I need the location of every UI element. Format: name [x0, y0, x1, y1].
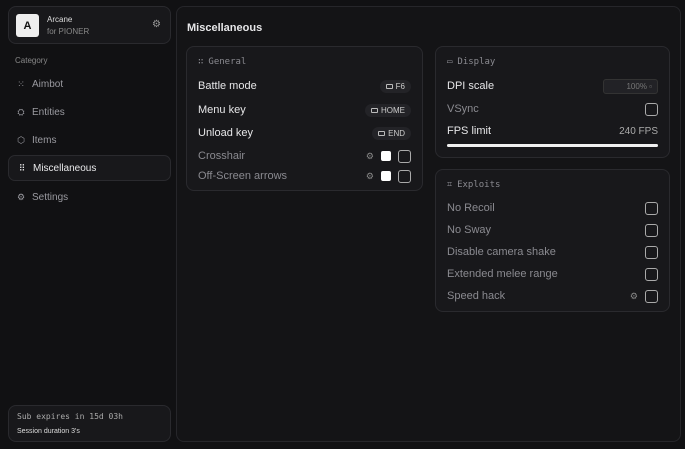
session-text: Session duration 3's — [17, 428, 80, 435]
category-label: Category — [15, 56, 48, 65]
sidebar-item-label: Items — [32, 134, 57, 146]
keyboard-icon — [378, 130, 386, 136]
fps-slider[interactable] — [447, 144, 658, 147]
crosshair-row: Crosshair ⚙ — [198, 146, 411, 166]
subscription-footer: Sub expires in 15d 03h Session duration … — [8, 405, 171, 442]
keybind-button[interactable]: F6 — [379, 79, 411, 93]
row-label: Battle mode — [198, 80, 257, 92]
exploit-checkbox[interactable] — [645, 289, 658, 303]
keyboard-icon — [385, 83, 393, 89]
general-icon: ∷ — [198, 57, 204, 67]
gear-icon[interactable]: ⚙ — [365, 150, 374, 161]
crosshair-checkbox[interactable] — [398, 149, 411, 163]
fps-value: 240 FPS — [619, 125, 658, 137]
keyboard-icon — [371, 107, 378, 113]
row-label: Unload key — [198, 127, 254, 139]
gear-icon: ⚙ — [16, 191, 26, 202]
row-label: No Sway — [447, 224, 492, 236]
color-swatch[interactable] — [381, 171, 391, 181]
sidebar-item-label: Settings — [32, 191, 69, 203]
row-label: FPS limit — [447, 125, 491, 137]
row-label: Off-Screen arrows — [198, 170, 288, 182]
exploit-row: No Sway — [447, 220, 658, 240]
row-label: VSync — [447, 103, 479, 115]
keybind-button[interactable]: HOME — [365, 103, 411, 117]
exploit-row: No Recoil — [447, 198, 658, 218]
sidebar-item-label: Miscellaneous — [33, 162, 97, 174]
crosshair-dots-icon: ⁙ — [17, 78, 25, 89]
row-label: Crosshair — [198, 150, 246, 162]
general-card: ∷ General Battle mode F6 Menu key HOME Unlo… — [186, 46, 423, 191]
gear-icon[interactable]: ⚙ — [365, 170, 374, 181]
exploit-checkbox[interactable] — [645, 245, 658, 259]
vsync-row: VSync — [447, 99, 658, 119]
subscription-text: Sub expires in 15d 03h — [17, 412, 123, 421]
sidebar-item-label: Aimbot — [32, 78, 64, 90]
sidebar-item-settings[interactable]: ⚙ Settings — [8, 184, 171, 210]
sidebar-item-aimbot[interactable]: ⁙ Aimbot — [8, 71, 171, 97]
main-panel: Miscellaneous ∷ General Battle mode F6 Men… — [176, 6, 681, 442]
keybind-button[interactable]: END — [372, 126, 411, 140]
sidebar-item-items[interactable]: ⬡ Items — [8, 127, 171, 153]
exploit-checkbox[interactable] — [645, 223, 658, 237]
chip-icon: ⌗ — [447, 180, 453, 190]
exploit-row: Disable camera shake — [447, 242, 658, 262]
sidebar-item-entities[interactable]: ⛭ Entities — [8, 99, 171, 125]
fps-row: FPS limit 240 FPS — [447, 121, 658, 141]
display-title: Display — [457, 57, 496, 67]
battle-mode-row: Battle mode F6 — [198, 76, 411, 96]
page-title: Miscellaneous — [187, 22, 263, 34]
box-icon: ⬡ — [17, 134, 25, 145]
exploits-title: Exploits — [457, 180, 501, 190]
sidebar-item-miscellaneous[interactable]: ⠿ Miscellaneous — [8, 155, 171, 181]
key-label: F6 — [395, 81, 405, 91]
app-subtitle: for PIONER — [47, 27, 90, 36]
offscreen-arrows-row: Off-Screen arrows ⚙ — [198, 166, 411, 186]
exploit-checkbox[interactable] — [645, 201, 658, 215]
unload-key-row: Unload key END — [198, 123, 411, 143]
row-label: Speed hack — [447, 290, 506, 302]
fps-slider-fill — [447, 144, 658, 147]
exploit-row: Extended melee range — [447, 264, 658, 284]
color-swatch[interactable] — [381, 151, 391, 161]
display-card: ▭ Display DPI scale 100% ▫ VSync FPS limit… — [435, 46, 670, 158]
vsync-checkbox[interactable] — [645, 102, 658, 116]
key-label: END — [388, 128, 405, 138]
sidebar-item-label: Entities — [32, 106, 65, 118]
key-label: HOME — [381, 105, 405, 115]
app-name: Arcane — [47, 15, 73, 24]
general-title: General — [208, 57, 247, 67]
dpi-input[interactable]: 100% ▫ — [603, 78, 658, 94]
exploits-card: ⌗ Exploits No Recoil No Sway Disable camera… — [435, 169, 670, 312]
menu-key-row: Menu key HOME — [198, 100, 411, 120]
row-label: DPI scale — [447, 80, 495, 92]
exploit-checkbox[interactable] — [645, 267, 658, 281]
row-label: Menu key — [198, 104, 246, 116]
app-header: A Arcane for PIONER ⚙ — [8, 6, 171, 44]
dpi-row: DPI scale 100% ▫ — [447, 76, 658, 96]
dpi-value: 100% — [626, 81, 647, 91]
entities-icon: ⛭ — [17, 106, 25, 117]
row-label: No Recoil — [447, 202, 495, 214]
misc-icon: ⠿ — [18, 162, 26, 173]
app-logo: A — [16, 14, 39, 37]
row-label: Disable camera shake — [447, 246, 556, 258]
offscreen-arrows-checkbox[interactable] — [398, 169, 411, 183]
row-label: Extended melee range — [447, 268, 558, 280]
gear-icon[interactable]: ⚙ — [629, 290, 638, 301]
app-settings-icon[interactable]: ⚙ — [152, 19, 161, 30]
monitor-icon: ▭ — [447, 57, 453, 67]
exploit-row: Speed hack ⚙ — [447, 286, 658, 306]
